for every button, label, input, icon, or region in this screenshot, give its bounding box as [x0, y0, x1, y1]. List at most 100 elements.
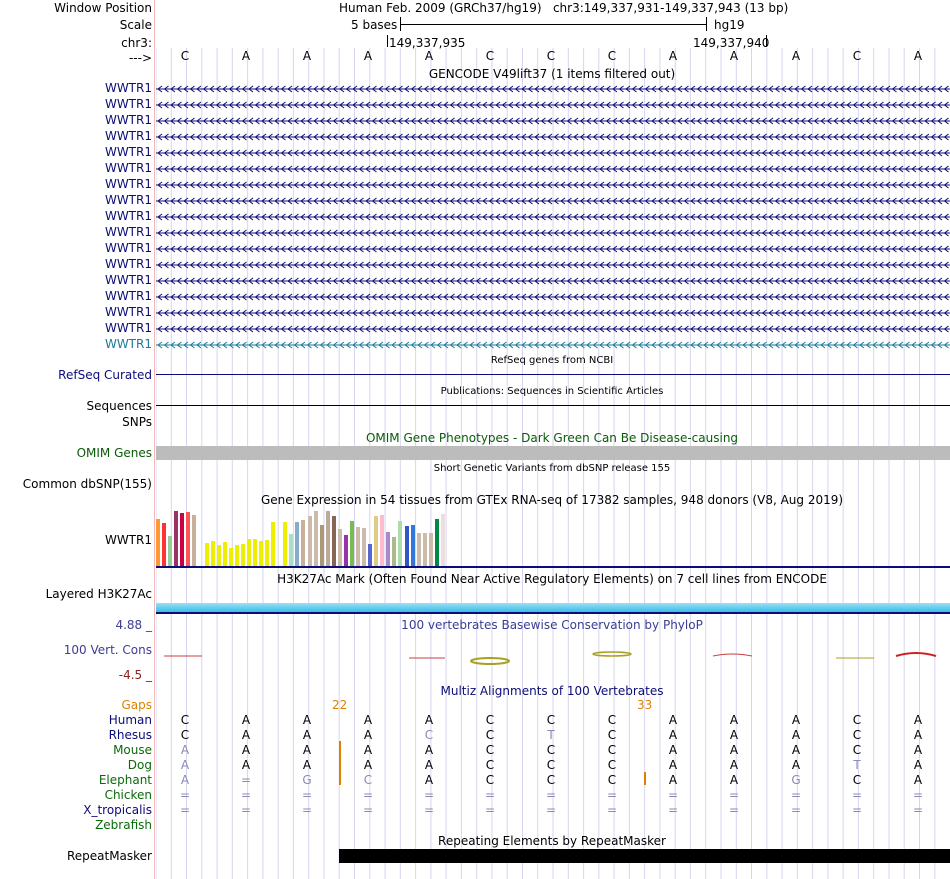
gtex-tissue-bar[interactable]: [271, 522, 276, 566]
dbsnp-track-label[interactable]: Common dbSNP(155): [22, 477, 152, 491]
gtex-tissue-bar[interactable]: [259, 541, 263, 566]
gencode-transcript-label[interactable]: WWTR1: [104, 241, 152, 255]
species-label-human[interactable]: Human: [108, 713, 152, 727]
h3k27ac-track-title[interactable]: H3K27Ac Mark (Often Found Near Active Re…: [277, 572, 827, 586]
gencode-transcript-label[interactable]: WWTR1: [104, 225, 152, 239]
gtex-tissue-bar[interactable]: [186, 512, 191, 566]
refseq-track-title[interactable]: RefSeq genes from NCBI: [490, 355, 614, 366]
gtex-tissue-bar[interactable]: [174, 511, 179, 566]
phylop-signal[interactable]: [156, 640, 950, 670]
gtex-tissue-bar[interactable]: [283, 522, 288, 566]
gencode-transcript-line[interactable]: [156, 308, 950, 318]
omim-track-title[interactable]: OMIM Gene Phenotypes - Dark Green Can Be…: [365, 431, 739, 445]
gtex-tissue-bar[interactable]: [319, 525, 324, 566]
species-label-mouse[interactable]: Mouse: [113, 743, 152, 757]
species-label-rhesus[interactable]: Rhesus: [108, 728, 152, 742]
gencode-transcript-label[interactable]: WWTR1: [104, 257, 152, 271]
repeatmasker-track-title[interactable]: Repeating Elements by RepeatMasker: [438, 834, 666, 848]
gtex-tissue-bar[interactable]: [343, 535, 348, 566]
gtex-tissue-bar[interactable]: [210, 541, 215, 566]
gencode-transcript-line[interactable]: [156, 276, 950, 286]
gtex-tissue-bar[interactable]: [422, 533, 427, 566]
gencode-transcript-line[interactable]: [156, 292, 950, 302]
gtex-tissue-bar[interactable]: [301, 520, 306, 566]
gencode-transcript-label[interactable]: WWTR1: [104, 145, 152, 159]
gencode-transcript-line[interactable]: [156, 116, 950, 126]
h3k27ac-track-label[interactable]: Layered H3K27Ac: [45, 587, 152, 601]
gtex-tissue-bar[interactable]: [434, 519, 439, 566]
species-label-zebrafish[interactable]: Zebrafish: [95, 818, 152, 832]
gencode-transcript-line[interactable]: [156, 212, 950, 222]
gencode-transcript-label[interactable]: WWTR1: [104, 289, 152, 303]
gtex-tissue-bar[interactable]: [162, 523, 167, 566]
gtex-tissue-bar[interactable]: [313, 511, 318, 566]
gtex-tissue-bar[interactable]: [380, 515, 385, 566]
gencode-transcript-label[interactable]: WWTR1: [104, 321, 152, 335]
species-label-x-tropicalis[interactable]: X_tropicalis: [83, 803, 152, 817]
gtex-tissue-bar[interactable]: [392, 537, 397, 566]
gencode-transcript-line[interactable]: [156, 244, 950, 254]
gencode-transcript-line[interactable]: [156, 100, 950, 110]
gencode-transcript-line[interactable]: [156, 196, 950, 206]
refseq-gene-line[interactable]: [156, 374, 950, 375]
repeat-element-bar[interactable]: [339, 849, 950, 863]
gencode-transcript-label[interactable]: WWTR1: [104, 337, 152, 351]
gencode-track-title[interactable]: GENCODE V49lift37 (1 items filtered out): [428, 67, 676, 81]
omim-track-label[interactable]: OMIM Genes: [76, 446, 152, 460]
gencode-transcript-label[interactable]: WWTR1: [104, 273, 152, 287]
phylop-track-label[interactable]: 100 Vert. Cons: [63, 643, 152, 657]
gtex-tissue-bar[interactable]: [246, 539, 251, 566]
gtex-tissue-bar[interactable]: [410, 525, 415, 566]
gtex-tissue-bar[interactable]: [307, 516, 312, 566]
gencode-transcript-line[interactable]: [156, 164, 950, 174]
gtex-tissue-bar[interactable]: [386, 532, 391, 566]
multiz-track-title[interactable]: Multiz Alignments of 100 Vertebrates: [440, 684, 664, 698]
publications-track-title[interactable]: Publications: Sequences in Scientific Ar…: [440, 386, 664, 397]
gtex-track-label[interactable]: WWTR1: [104, 533, 152, 547]
omim-gene-bar[interactable]: [156, 446, 950, 460]
gtex-tissue-bar[interactable]: [356, 527, 360, 566]
gencode-transcript-label[interactable]: WWTR1: [104, 193, 152, 207]
gencode-transcript-line[interactable]: [156, 148, 950, 158]
gtex-tissue-bar[interactable]: [337, 529, 342, 566]
gencode-transcript-line[interactable]: [156, 324, 950, 334]
gtex-tissue-bar[interactable]: [234, 545, 239, 566]
phylop-track-title[interactable]: 100 vertebrates Basewise Conservation by…: [401, 618, 703, 632]
sequences-line[interactable]: [156, 405, 950, 406]
species-label-dog[interactable]: Dog: [127, 758, 152, 772]
sequences-track-label[interactable]: Sequences: [86, 399, 152, 413]
gencode-transcript-label[interactable]: WWTR1: [104, 113, 152, 127]
gtex-tissue-bar[interactable]: [228, 548, 233, 566]
gtex-tissue-bar[interactable]: [253, 539, 257, 566]
gencode-transcript-label[interactable]: WWTR1: [104, 177, 152, 191]
gencode-transcript-label[interactable]: WWTR1: [104, 81, 152, 95]
gtex-tissue-bar[interactable]: [374, 516, 379, 566]
gencode-transcript-line[interactable]: [156, 180, 950, 190]
gtex-tissue-bar[interactable]: [168, 536, 173, 566]
gtex-tissue-bar[interactable]: [349, 521, 354, 566]
gtex-tissue-bar[interactable]: [368, 544, 373, 566]
repeatmasker-track-label[interactable]: RepeatMasker: [66, 849, 152, 863]
gtex-tissue-bar[interactable]: [295, 522, 300, 566]
refseq-track-label[interactable]: RefSeq Curated: [58, 368, 152, 382]
gencode-transcript-label[interactable]: WWTR1: [104, 129, 152, 143]
snps-track-label[interactable]: SNPs: [122, 415, 152, 429]
species-label-elephant[interactable]: Elephant: [98, 773, 152, 787]
gtex-tissue-bar[interactable]: [265, 540, 270, 566]
gencode-transcript-label[interactable]: WWTR1: [104, 161, 152, 175]
gtex-tissue-bar[interactable]: [404, 526, 409, 566]
gtex-tissue-bar[interactable]: [222, 542, 227, 566]
gencode-transcript-line[interactable]: [156, 340, 950, 350]
gtex-tissue-bar[interactable]: [289, 534, 294, 566]
gtex-tissue-bar[interactable]: [398, 521, 403, 566]
gtex-tissue-bar[interactable]: [216, 545, 221, 566]
gtex-track-title[interactable]: Gene Expression in 54 tissues from GTEx …: [260, 493, 844, 507]
gtex-tissue-bar[interactable]: [204, 543, 209, 566]
gencode-transcript-label[interactable]: WWTR1: [104, 305, 152, 319]
gencode-transcript-line[interactable]: [156, 260, 950, 270]
gtex-tissue-bar[interactable]: [180, 513, 185, 566]
species-label-chicken[interactable]: Chicken: [104, 788, 152, 802]
gtex-tissue-bar[interactable]: [325, 511, 330, 566]
gtex-tissue-bar[interactable]: [331, 516, 336, 566]
